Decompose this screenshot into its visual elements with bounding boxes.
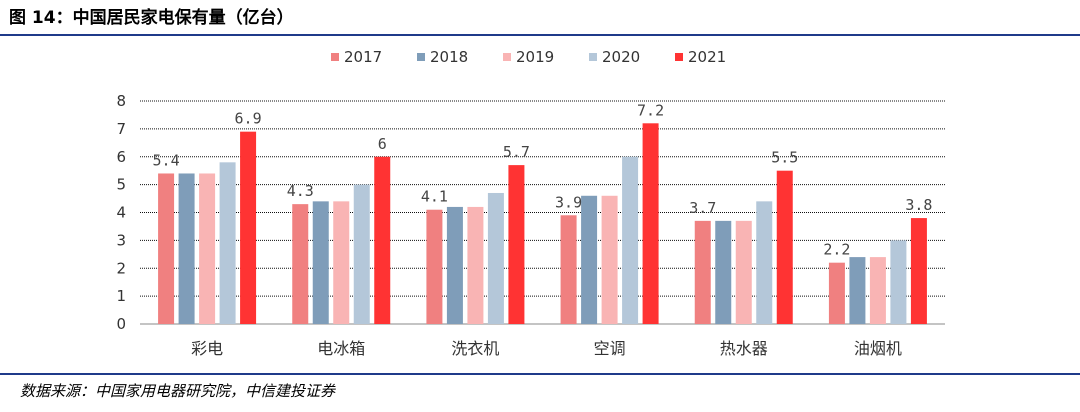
legend-label-2021: 2021 (688, 48, 726, 66)
y-tick-label: 4 (116, 204, 126, 222)
legend-swatch-2018 (417, 53, 425, 61)
y-tick-label: 0 (116, 315, 126, 333)
data-label: 6 (378, 135, 387, 153)
bar-2019-5 (869, 257, 886, 324)
x-axis: 彩电 电冰箱 洗衣机 空调 热水器 油烟机 (191, 339, 902, 358)
data-label: 5.7 (503, 143, 530, 161)
legend-swatch-2017 (331, 53, 339, 61)
bar-2017-5 (828, 262, 845, 324)
x-tick-label: 彩电 (191, 339, 223, 358)
legend-label-2020: 2020 (602, 48, 640, 66)
bar-2021-3 (642, 123, 659, 324)
legend-swatch-2020 (589, 53, 597, 61)
legend-label-2017: 2017 (344, 48, 382, 66)
x-tick-label: 电冰箱 (317, 339, 365, 358)
bar-2019-4 (735, 220, 752, 324)
data-labels: 5.4 6.9 4.3 6 4.1 5.7 3.9 7.2 3.7 5.5 2.2 3.8 (153, 101, 933, 258)
x-tick-label: 洗衣机 (451, 339, 499, 358)
legend-label-2019: 2019 (516, 48, 554, 66)
bar-2021-0 (240, 131, 257, 324)
y-tick-label: 1 (116, 287, 126, 305)
data-label: 3.8 (905, 196, 932, 214)
bar-2017-0 (158, 173, 175, 324)
legend-swatch-2021 (675, 53, 683, 61)
bar-2017-2 (426, 209, 443, 324)
x-tick-label: 油烟机 (854, 339, 902, 358)
bar-2018-0 (178, 173, 195, 324)
legend-swatch-2019 (503, 53, 511, 61)
bar-2021-5 (910, 218, 927, 324)
bar-2018-3 (581, 195, 598, 324)
bar-2019-2 (467, 206, 484, 324)
y-tick-label: 2 (116, 259, 126, 277)
source-note: 数据来源：中国家用电器研究院，中信建投证券 (20, 382, 336, 400)
data-label: 7.2 (637, 101, 664, 119)
bar-2019-1 (333, 201, 350, 324)
bar-2018-2 (446, 206, 463, 324)
bar-2018-5 (849, 257, 866, 324)
y-tick-label: 6 (116, 148, 126, 166)
bar-2021-2 (508, 165, 525, 324)
bar-2017-4 (694, 220, 711, 324)
bar-2021-4 (776, 170, 793, 324)
y-tick-label: 5 (116, 176, 126, 194)
legend: 2017 2018 2019 2020 2021 (331, 48, 726, 66)
data-label: 4.3 (287, 182, 314, 200)
bar-2018-1 (312, 201, 329, 324)
data-label: 5.4 (153, 151, 180, 169)
bars (158, 123, 927, 324)
data-label: 2.2 (823, 241, 850, 259)
data-label: 6.9 (235, 110, 262, 128)
bar-2017-1 (292, 204, 309, 324)
legend-label-2018: 2018 (430, 48, 468, 66)
bar-2020-1 (353, 184, 370, 324)
figure-title: 图 14：中国居民家电保有量（亿台） (9, 8, 294, 28)
bottom-rule (0, 373, 1080, 375)
y-axis: 0 1 2 3 4 5 6 7 8 (116, 92, 126, 333)
bar-2017-3 (560, 215, 577, 324)
y-tick-label: 3 (116, 231, 126, 249)
data-label: 4.1 (421, 188, 448, 206)
bar-2018-4 (715, 220, 732, 324)
bar-2020-3 (622, 156, 639, 324)
gridlines (140, 100, 945, 325)
bar-2020-4 (756, 201, 773, 324)
y-tick-label: 8 (116, 92, 126, 110)
x-tick-label: 热水器 (720, 339, 768, 358)
data-label: 3.9 (555, 193, 582, 211)
bar-2020-5 (890, 240, 907, 324)
bar-2021-1 (374, 156, 391, 324)
bar-2019-3 (601, 195, 618, 324)
bar-2020-2 (487, 192, 504, 324)
bar-2019-0 (199, 173, 216, 324)
y-tick-label: 7 (116, 120, 126, 138)
data-label: 5.5 (771, 149, 798, 167)
data-label: 3.7 (689, 199, 716, 217)
bar-2020-0 (219, 162, 236, 324)
top-rule (0, 34, 1080, 36)
x-tick-label: 空调 (594, 339, 626, 358)
